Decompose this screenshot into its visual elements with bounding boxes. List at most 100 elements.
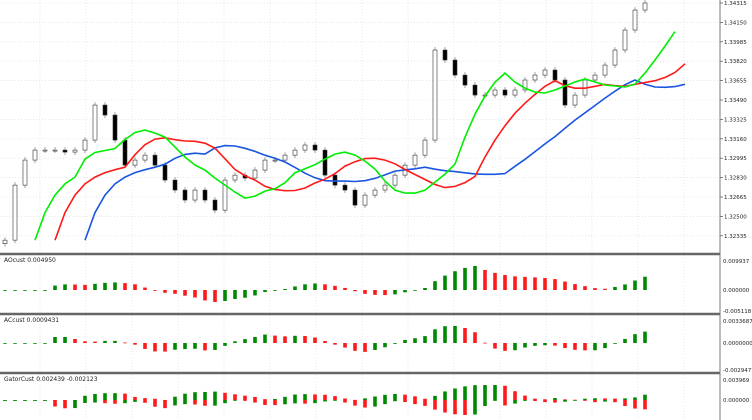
histogram-bar: [293, 394, 297, 400]
histogram-bar: [643, 400, 647, 410]
histogram-bar: [413, 338, 417, 343]
histogram-bar: [263, 399, 267, 400]
histogram-bar: [473, 385, 477, 400]
candle-bear: [172, 179, 178, 191]
histogram-bar: [323, 340, 327, 343]
histogram-bar: [173, 290, 177, 294]
histogram-bar: [613, 286, 617, 290]
candle-bear: [342, 184, 348, 191]
histogram-bar: [423, 336, 427, 343]
histogram-bar: [403, 394, 407, 400]
histogram-bar: [413, 396, 417, 400]
histogram-bar: [313, 337, 317, 343]
histogram-bar: [43, 343, 47, 344]
histogram-bar: [63, 284, 67, 290]
histogram-bar: [203, 391, 207, 400]
candle-bear: [62, 149, 68, 153]
candle-bull: [252, 169, 258, 179]
histogram-bar: [283, 396, 287, 400]
histogram-bar: [573, 400, 577, 401]
histogram-bar: [643, 394, 647, 400]
histogram-bar: [83, 284, 87, 290]
histogram-bar: [153, 290, 157, 291]
histogram-bar: [423, 400, 427, 406]
histogram-bar: [213, 290, 217, 302]
histogram-bar: [233, 394, 237, 400]
histogram-bar: [113, 340, 117, 343]
panel-axis-label: 0.003969: [723, 378, 750, 384]
histogram-bar: [453, 400, 457, 415]
histogram-bar: [273, 398, 277, 400]
panel-label: AOcust 0.004950: [4, 257, 56, 264]
histogram-bar: [583, 400, 587, 401]
candle-bull: [492, 89, 498, 96]
histogram-bar: [283, 336, 287, 343]
histogram-bar: [163, 343, 167, 352]
candle-bull: [432, 49, 438, 141]
candle-bull: [542, 69, 548, 76]
histogram-bar: [183, 393, 187, 400]
histogram-bar: [463, 267, 467, 290]
candle-bear: [502, 89, 508, 96]
histogram-bar: [523, 400, 527, 401]
histogram-bar: [343, 400, 347, 403]
candle-bull: [392, 174, 398, 186]
histogram-bar: [243, 290, 247, 298]
candle-bull: [82, 139, 88, 151]
candle-bull: [192, 189, 198, 201]
candle-bull: [42, 149, 48, 152]
histogram-bar: [183, 343, 187, 350]
histogram-bar: [633, 334, 637, 343]
panel-axis-label: 0.000000: [723, 398, 750, 404]
histogram-bar: [73, 338, 77, 343]
histogram-bar: [83, 400, 87, 403]
histogram-bar: [243, 395, 247, 400]
histogram-bar: [73, 400, 77, 409]
histogram-bar: [293, 286, 297, 290]
histogram-bar: [333, 343, 337, 345]
candle-bear: [102, 104, 108, 116]
histogram-bar: [343, 398, 347, 400]
histogram-bar: [453, 326, 457, 343]
histogram-bar: [113, 393, 117, 400]
histogram-bar: [33, 343, 37, 344]
histogram-bar: [583, 398, 587, 400]
histogram-bar: [583, 286, 587, 290]
histogram-bar: [273, 335, 277, 343]
histogram-bar: [603, 288, 607, 290]
candle-bull: [602, 64, 608, 76]
histogram-bar: [483, 385, 487, 400]
histogram-bar: [393, 400, 397, 402]
histogram-bar: [33, 290, 37, 291]
histogram-bar: [193, 392, 197, 400]
histogram-bar: [103, 340, 107, 343]
histogram-bar: [223, 290, 227, 302]
histogram-bar: [133, 343, 137, 345]
histogram-bar: [223, 392, 227, 400]
histogram-bar: [193, 290, 197, 298]
histogram-bar: [373, 290, 377, 295]
histogram-bar: [493, 385, 497, 400]
histogram-bar: [393, 343, 397, 344]
candle-bear: [322, 149, 328, 176]
histogram-bar: [93, 400, 97, 403]
histogram-bar: [123, 400, 127, 404]
histogram-bar: [493, 343, 497, 349]
histogram-bar: [513, 400, 517, 404]
histogram-bar: [183, 400, 187, 405]
candles: [2, 0, 648, 247]
histogram-bar: [593, 400, 597, 403]
histogram-bar: [403, 339, 407, 343]
histogram-bar: [3, 343, 7, 344]
price-axis-label: 1.34315: [724, 1, 747, 7]
candle-bear: [442, 49, 448, 61]
histogram-bar: [273, 400, 277, 406]
histogram-bar: [43, 290, 47, 291]
histogram-bar: [373, 396, 377, 400]
histogram-bar: [623, 398, 627, 400]
histogram-bar: [423, 287, 427, 290]
candle-bull: [272, 159, 278, 162]
histogram-bar: [303, 394, 307, 400]
histogram-bar: [263, 290, 267, 293]
